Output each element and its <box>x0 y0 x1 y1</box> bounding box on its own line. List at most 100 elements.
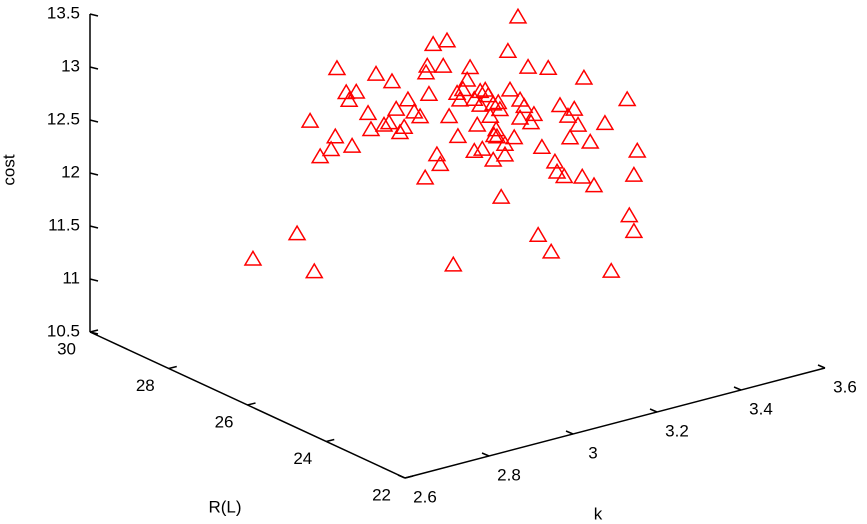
point <box>321 140 341 157</box>
point <box>379 113 399 130</box>
point <box>560 128 580 145</box>
point <box>617 90 637 107</box>
z-axis-label: cost <box>0 154 18 185</box>
point <box>417 56 437 73</box>
point <box>627 141 647 158</box>
point <box>464 90 484 107</box>
point <box>488 93 508 110</box>
point <box>514 97 534 114</box>
point <box>568 116 588 132</box>
point <box>574 68 594 85</box>
y-axis-label: R(L) <box>208 497 241 516</box>
point <box>394 118 414 134</box>
point <box>538 59 558 76</box>
point <box>580 132 600 149</box>
point <box>564 100 584 116</box>
point <box>342 137 362 153</box>
point <box>439 107 459 124</box>
z-tick <box>89 66 99 70</box>
point <box>486 120 506 137</box>
point <box>398 90 418 107</box>
point <box>464 142 484 158</box>
x-tick-label: 2.8 <box>497 465 521 484</box>
point <box>495 145 515 162</box>
point <box>524 105 544 122</box>
point <box>386 100 406 116</box>
point <box>433 57 453 73</box>
y-tick-label: 24 <box>293 449 312 468</box>
point <box>498 42 518 59</box>
z-tick-label: 13.5 <box>47 3 80 22</box>
point <box>443 255 463 272</box>
point <box>619 206 639 223</box>
point <box>510 108 530 125</box>
y-tick <box>247 402 256 406</box>
point <box>532 138 552 155</box>
point <box>491 188 511 204</box>
point <box>339 91 359 108</box>
point <box>483 94 503 111</box>
point <box>521 113 541 130</box>
point <box>624 222 644 239</box>
point <box>504 128 524 145</box>
point <box>584 176 604 193</box>
z-tick <box>89 278 99 282</box>
point <box>327 59 347 76</box>
x-tick <box>733 386 742 391</box>
point <box>484 126 504 143</box>
point <box>423 35 443 52</box>
point <box>300 112 320 128</box>
z-tick-label: 13 <box>61 56 80 75</box>
x-tick <box>397 474 406 479</box>
z-tick <box>89 119 99 123</box>
point <box>415 168 435 185</box>
point <box>554 167 574 184</box>
z-tick-label: 12.5 <box>47 109 80 128</box>
point <box>550 96 570 113</box>
z-tick <box>89 225 99 229</box>
z-tick-label: 11.5 <box>48 215 80 234</box>
x-tick-label: 3.2 <box>665 421 689 440</box>
point <box>287 224 307 241</box>
point <box>500 80 520 97</box>
point <box>624 166 644 182</box>
point <box>518 58 538 74</box>
point <box>448 127 468 144</box>
y-tick <box>404 475 414 479</box>
point <box>390 123 410 140</box>
point <box>447 84 467 100</box>
z-tick-label: 12 <box>61 162 80 181</box>
point <box>304 262 324 279</box>
point <box>595 114 615 131</box>
x-axis <box>404 367 826 479</box>
point <box>601 262 621 278</box>
point <box>361 120 381 137</box>
point <box>467 115 487 132</box>
point <box>472 140 492 156</box>
z-tick <box>89 172 99 176</box>
x-axis-label: k <box>594 504 603 523</box>
x-tick <box>481 452 490 457</box>
point <box>437 31 457 48</box>
point <box>410 107 430 124</box>
z-tick-label: 10.5 <box>47 321 80 340</box>
point <box>450 90 470 107</box>
point <box>490 100 510 117</box>
y-tick-label: 30 <box>57 339 76 358</box>
point <box>325 127 345 144</box>
point <box>419 85 439 101</box>
z-tick <box>89 13 99 17</box>
point <box>487 127 507 144</box>
x-tick-label: 3 <box>588 443 597 462</box>
point <box>243 249 263 266</box>
point <box>430 155 450 172</box>
y-tick-label: 26 <box>215 412 234 431</box>
point <box>427 145 447 162</box>
y-tick <box>168 365 177 370</box>
point <box>453 80 473 97</box>
point <box>470 96 490 112</box>
point <box>457 70 477 87</box>
z-tick-label: 11 <box>62 268 80 287</box>
y-tick-label: 22 <box>372 485 391 504</box>
x-tick-label: 2.6 <box>413 487 437 506</box>
